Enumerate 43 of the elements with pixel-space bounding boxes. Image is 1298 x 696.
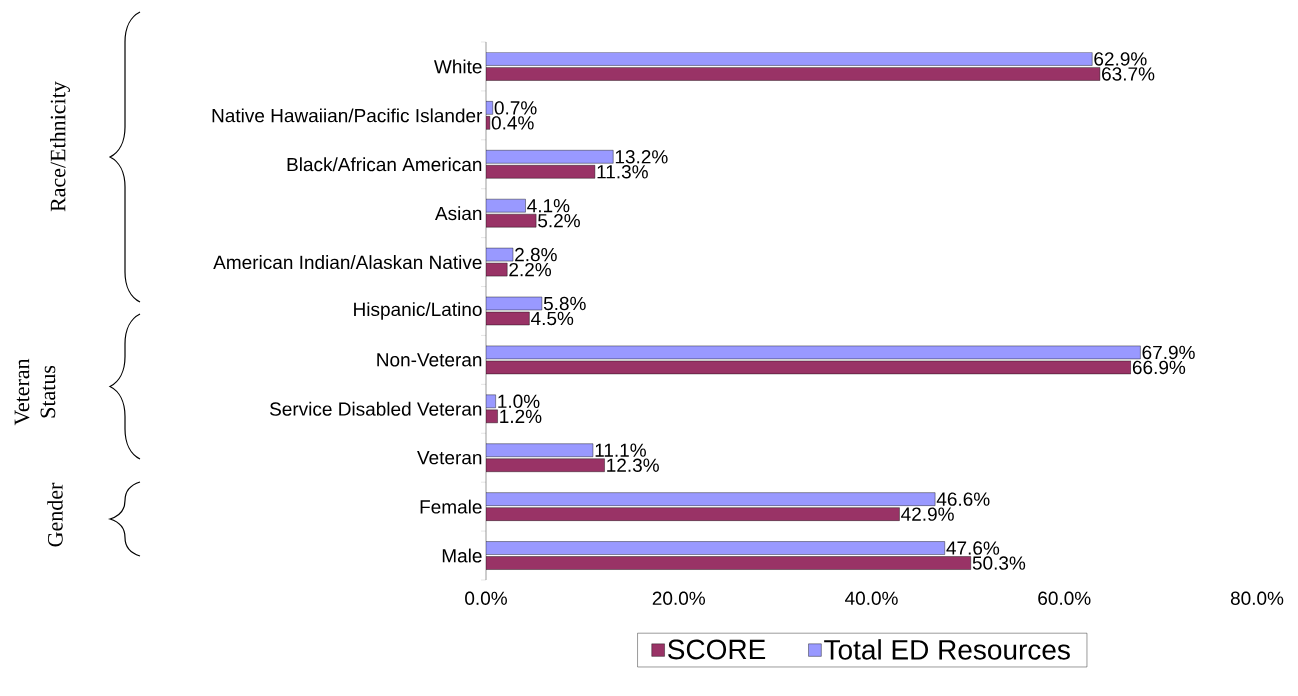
legend-label: Total ED Resources bbox=[824, 639, 1070, 660]
data-label: 0.4% bbox=[491, 116, 534, 130]
data-label: 0.7% bbox=[494, 101, 537, 115]
y-tick-label: Black/African American bbox=[287, 157, 482, 172]
data-label: 11.1% bbox=[595, 443, 646, 457]
text: Veteran Status bbox=[14, 358, 56, 426]
legend-label: SCORE bbox=[668, 639, 766, 660]
data-label: 62.9% bbox=[1094, 52, 1147, 66]
data-label: 50.3% bbox=[972, 556, 1026, 570]
x-tick-label: 60.0% bbox=[1038, 591, 1091, 605]
data-label: 13.2% bbox=[615, 150, 668, 164]
x-tick-label: 20.0% bbox=[652, 591, 706, 605]
data-label: 66.9% bbox=[1132, 360, 1186, 375]
y-tick-label: Asian bbox=[434, 206, 482, 221]
x-tick-label: 40.0% bbox=[845, 591, 898, 605]
y-tick-label: Non-Veteran bbox=[377, 353, 482, 367]
data-label: 11.3% bbox=[597, 165, 648, 179]
y-tick-label: Hispanic/Latino bbox=[354, 302, 482, 320]
data-label: 46.6% bbox=[936, 492, 990, 506]
data-label: 1.2% bbox=[500, 409, 542, 423]
y-tick-label: Native Hawaiian/Pacific Islander bbox=[212, 108, 483, 123]
data-label: 5.8% bbox=[543, 296, 586, 311]
data-label: 1.0% bbox=[498, 394, 540, 409]
data-label: 67.9% bbox=[1142, 345, 1195, 360]
data-label: 42.9% bbox=[901, 507, 954, 521]
data-label: 4.1% bbox=[527, 199, 570, 213]
x-tick-label: 0.0% bbox=[465, 591, 507, 605]
y-tick-label: White bbox=[433, 59, 482, 74]
data-label: 2.8% bbox=[515, 247, 557, 262]
text: Gender bbox=[47, 482, 63, 547]
x-tick-label: 80.0% bbox=[1230, 591, 1284, 605]
y-tick-label: Service Disabled Veteran bbox=[269, 401, 482, 416]
text: Race/Ethnicity bbox=[50, 81, 71, 212]
data-label: 12.3% bbox=[607, 458, 659, 472]
data-label: 63.7% bbox=[1102, 67, 1155, 81]
data-label: 2.2% bbox=[509, 262, 552, 277]
y-tick-label: American Indian/Alaskan Native bbox=[213, 255, 482, 270]
y-tick-label: Male bbox=[442, 548, 482, 563]
data-label: 4.5% bbox=[531, 311, 574, 326]
data-label: 47.6% bbox=[946, 541, 1000, 555]
data-label: 5.2% bbox=[538, 213, 580, 228]
y-tick-label: Female bbox=[420, 499, 482, 514]
y-tick-label: Veteran bbox=[417, 451, 482, 465]
